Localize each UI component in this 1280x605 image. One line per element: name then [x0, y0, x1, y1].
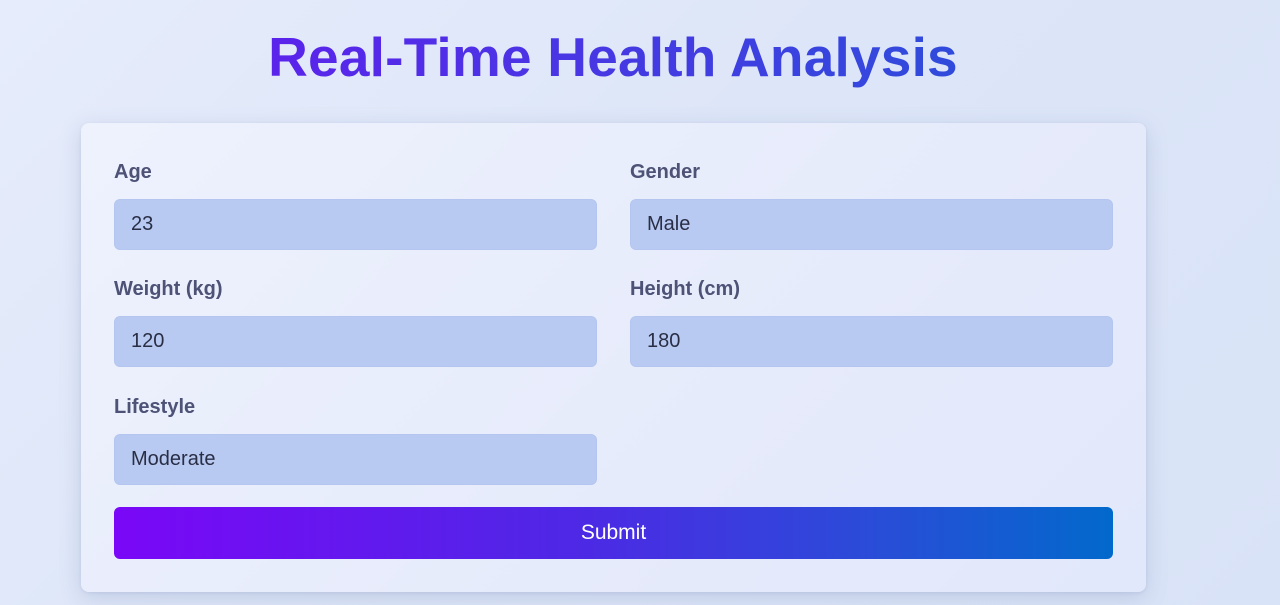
weight-label: Weight (kg): [114, 278, 223, 300]
gender-label: Gender: [630, 161, 701, 183]
age-input[interactable]: [114, 199, 597, 250]
submit-button[interactable]: Submit: [114, 507, 1113, 559]
page-title: Real-Time Health Analysis: [0, 26, 1226, 88]
lifestyle-label: Lifestyle: [114, 396, 196, 418]
age-label: Age: [114, 161, 152, 183]
weight-input[interactable]: [114, 316, 597, 367]
height-label: Height (cm): [630, 278, 740, 300]
height-input[interactable]: [630, 316, 1113, 367]
gender-input[interactable]: [630, 199, 1113, 250]
lifestyle-input[interactable]: [114, 434, 597, 485]
